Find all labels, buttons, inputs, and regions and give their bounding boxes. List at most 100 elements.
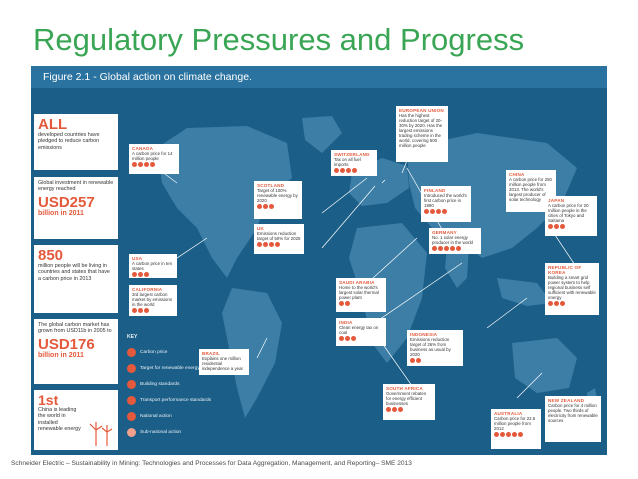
callout-body: A carbon price for 20 million people in … xyxy=(548,203,589,224)
figure-caption: Figure 2.1 - Global action on climate ch… xyxy=(43,71,252,83)
key-row-carbon-price: Carbon price xyxy=(127,346,167,358)
map-southeast-asia xyxy=(497,278,552,306)
callout-body: Clean energy tax on coal xyxy=(339,325,379,336)
map-greenland xyxy=(302,116,342,153)
key-label: Carbon price xyxy=(140,349,168,355)
map-south-america xyxy=(222,288,282,418)
callout-brazil: BRAZIL Explains one million residential … xyxy=(199,349,249,375)
callout-head: CANADA xyxy=(132,146,154,151)
stat-text-carbon-market: The global carbon market has grown from … xyxy=(38,322,112,335)
callout-head: NEW ZEALAND xyxy=(548,398,585,403)
callout-body: Carbon price for 4 million people. Two t… xyxy=(548,403,598,424)
callout-head: INDIA xyxy=(339,320,353,325)
key-label: Target for renewable energy xyxy=(140,365,200,371)
key-label: Building standards xyxy=(140,381,180,387)
stat-text-investment: Global investment in renewable energy re… xyxy=(38,180,114,193)
sub-national-action-icon xyxy=(127,427,136,437)
callout-body: Explains one million residential indepen… xyxy=(202,356,244,372)
callout-scotland: SCOTLAND Target of 100% renewable energy… xyxy=(254,181,302,219)
callout-usa: USA A carbon price in ten states xyxy=(129,254,177,278)
callout-new-zealand: NEW ZEALAND Carbon price for 4 million p… xyxy=(545,396,601,442)
policy-icons xyxy=(548,301,596,307)
callout-india: INDIA Clean energy tax on coal xyxy=(336,318,386,346)
stat-big-people: 850 xyxy=(38,247,64,264)
map-africa xyxy=(349,223,427,363)
callout-japan: JAPAN A carbon price for 20 million peop… xyxy=(545,196,597,236)
policy-icons xyxy=(257,204,299,210)
key-row-building-standards: Building standards xyxy=(127,378,179,390)
callout-head: SOUTH AFRICA xyxy=(386,386,423,391)
key-label: Transport performance standards xyxy=(140,397,212,403)
callout-germany: GERMANY No. 1 solar energy producer in t… xyxy=(429,228,481,254)
key-label: National action xyxy=(140,413,172,419)
callout-head: SWITZERLAND xyxy=(334,152,370,157)
national-action-icon xyxy=(127,411,136,421)
stat-big-investment: USD257 xyxy=(38,193,95,211)
target-icon xyxy=(127,363,136,373)
policy-icons xyxy=(424,209,468,215)
stat-card-carbon-market: The global carbon market has grown from … xyxy=(34,319,118,384)
map-asia xyxy=(407,133,577,258)
callout-canada: CANADA A carbon price for 14 million peo… xyxy=(129,144,179,174)
callout-body: Government rebates for energy efficient … xyxy=(386,391,427,407)
world-map xyxy=(156,116,599,418)
callout-head: JAPAN xyxy=(548,198,565,203)
map-north-america xyxy=(157,126,292,278)
callout-body: A carbon price for 250 million people fr… xyxy=(509,177,552,203)
callout-body: 3rd largest carbon market by emissions i… xyxy=(132,292,173,308)
policy-icons xyxy=(132,162,176,168)
stat-text-all: developed countries have pledged to redu… xyxy=(38,132,100,151)
key-row-transport-standards: Transport performance standards xyxy=(127,394,211,406)
policy-icons xyxy=(386,407,432,413)
callout-body: A carbon price in ten states xyxy=(132,261,173,272)
callout-head: CHINA xyxy=(509,172,525,177)
climate-action-figure: Figure 2.1 - Global action on climate ch… xyxy=(31,66,607,455)
callout-finland: FINLAND Introduced the world's first car… xyxy=(421,186,471,222)
key-row-sub-national-action: Sub-national action xyxy=(127,426,181,438)
callout-indonesia: INDONESIA Emissions reduction target of … xyxy=(407,330,463,366)
callout-australia: AUSTRALIA Carbon price for 22.5 million … xyxy=(491,409,541,449)
callout-south-africa: SOUTH AFRICA Government rebates for ener… xyxy=(383,384,435,420)
policy-icons xyxy=(257,242,301,248)
wind-turbine-icon xyxy=(89,422,113,446)
stat-card-investment: Global investment in renewable energy re… xyxy=(34,177,118,239)
key-row-renewable-target: Target for renewable energy xyxy=(127,362,200,374)
key-label: Sub-national action xyxy=(140,429,182,435)
callout-head: CALIFORNIA xyxy=(132,287,163,292)
stat-text-people: million people will be living in countri… xyxy=(38,263,110,282)
policy-icons xyxy=(410,358,460,364)
callout-body: Has the highest reduction target of 20-3… xyxy=(399,113,443,149)
callout-head: SAUDI ARABIA xyxy=(339,280,375,285)
map-australia xyxy=(512,338,577,393)
key-title: KEY xyxy=(127,334,138,340)
policy-icons xyxy=(132,272,174,278)
policy-icons xyxy=(339,301,383,307)
callout-switzerland: SWITZERLAND Tax on all fuel imports xyxy=(331,150,377,176)
policy-icons xyxy=(132,308,174,314)
stat-big-china: 1st xyxy=(38,392,59,408)
stat-card-all: ALL developed countries have pledged to … xyxy=(34,114,118,170)
callout-republic-of-korea: REPUBLIC OF KOREA Building a smart grid … xyxy=(545,263,599,315)
callout-head: SCOTLAND xyxy=(257,183,285,188)
callout-head: GERMANY xyxy=(432,230,457,235)
stat-big-carbon-market: USD176 xyxy=(38,335,95,353)
callout-saudi-arabia: SAUDI ARABIA Home to the world's largest… xyxy=(336,278,386,312)
building-icon xyxy=(127,379,136,389)
stat-unit-carbon-market: billion in 2011 xyxy=(38,351,84,359)
map-key: KEY Carbon price Target for renewable en… xyxy=(127,334,217,454)
policy-icons xyxy=(334,168,374,174)
callout-body: Target of 100% renewable energy by 2020 xyxy=(257,188,298,204)
callout-body: No. 1 solar energy producer in the world xyxy=(432,235,474,246)
callout-head: UK xyxy=(257,226,265,231)
callout-body: A carbon price for 14 million people xyxy=(132,151,173,162)
key-row-national-action: National action xyxy=(127,410,172,422)
callout-uk: UK Emissions reduction target of 50% for… xyxy=(254,224,304,254)
figure-header: Figure 2.1 - Global action on climate ch… xyxy=(31,66,607,88)
callout-body: Carbon price for 22.5 million people fro… xyxy=(494,416,536,432)
policy-icons xyxy=(432,246,478,252)
callout-body: Building a smart grid power system to he… xyxy=(548,275,596,301)
stat-big-all: ALL xyxy=(38,116,68,133)
callout-body: Emissions reduction target of 50% for 20… xyxy=(257,231,301,242)
callout-head: REPUBLIC OF KOREA xyxy=(548,265,582,275)
stat-unit-investment: billion in 2011 xyxy=(38,209,84,217)
